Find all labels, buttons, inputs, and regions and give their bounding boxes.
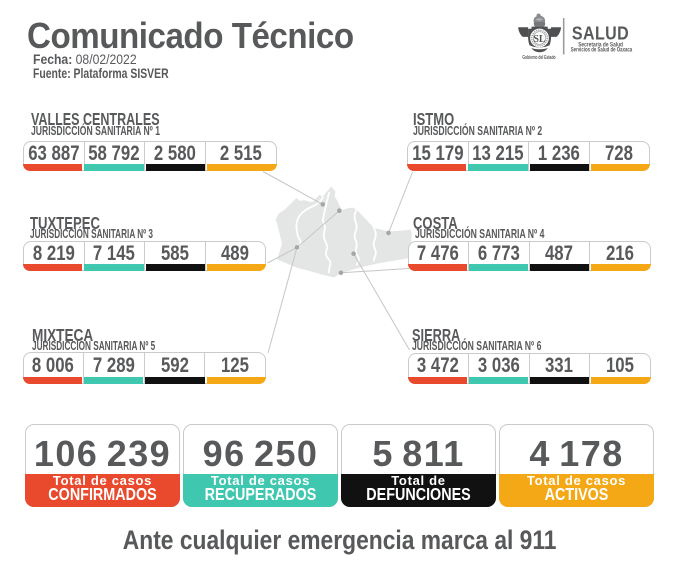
svg-text:SL: SL (533, 34, 546, 45)
svg-text:Secretaría de Salud: Secretaría de Salud (578, 42, 623, 49)
svg-text:Gobierno del Estado: Gobierno del Estado (522, 54, 555, 60)
svg-text:SALUD: SALUD (572, 22, 629, 43)
svg-text:Servicios de Salud de Oaxaca: Servicios de Salud de Oaxaca (571, 47, 632, 54)
